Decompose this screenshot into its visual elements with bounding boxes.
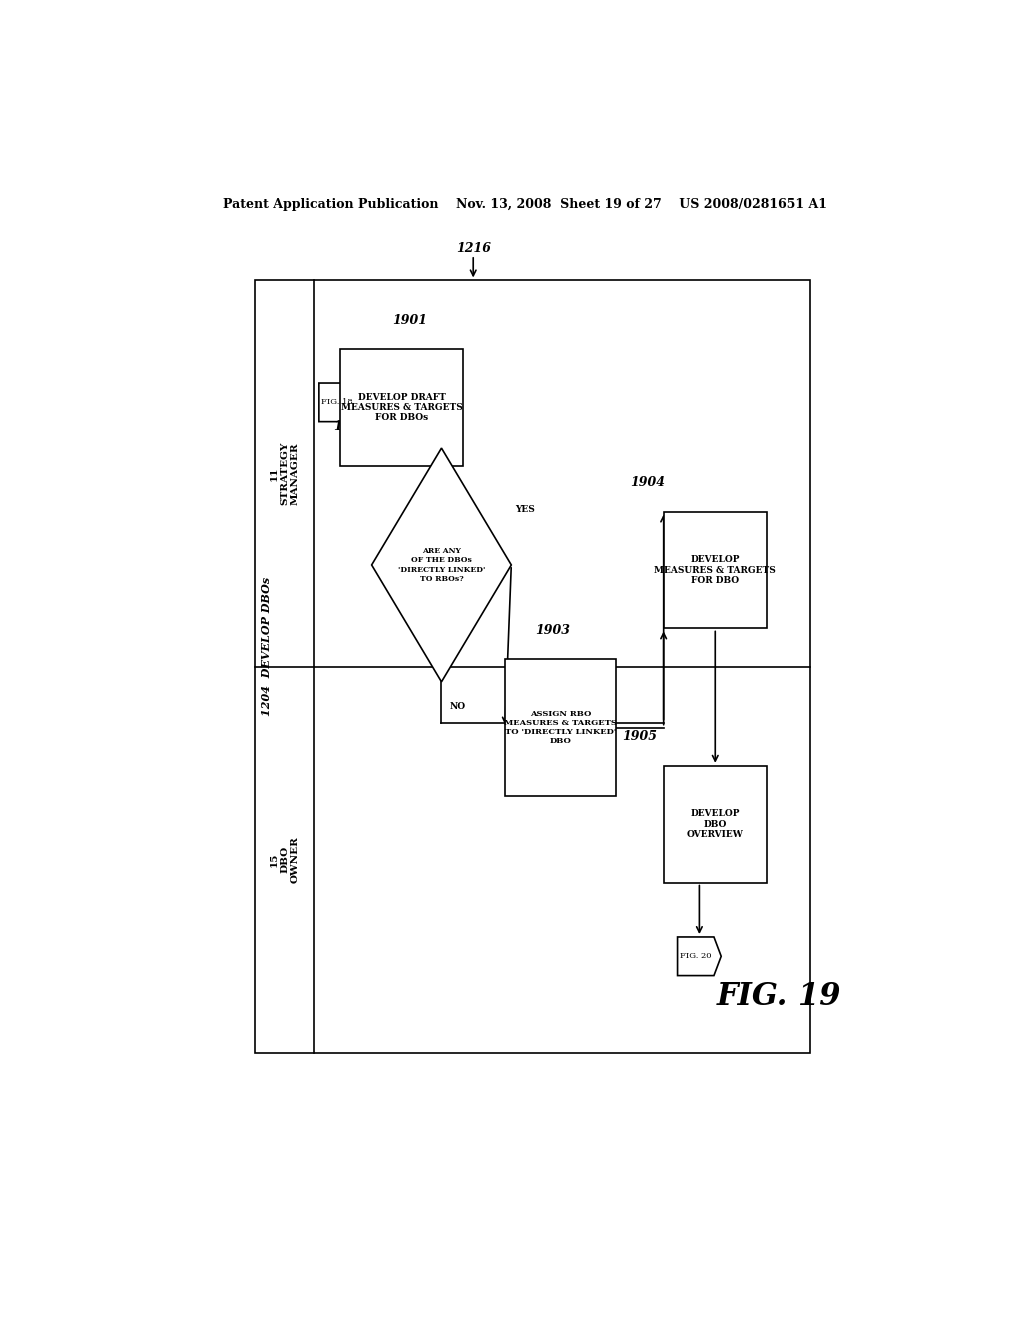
Text: 1204  DEVELOP DBOs: 1204 DEVELOP DBOs xyxy=(261,577,272,715)
Bar xyxy=(505,659,616,796)
Bar xyxy=(255,280,811,1053)
Text: FIG. 20: FIG. 20 xyxy=(680,952,712,960)
Text: ASSIGN RBO
MEASURES & TARGETS
TO 'DIRECTLY LINKED'
DBO: ASSIGN RBO MEASURES & TARGETS TO 'DIRECT… xyxy=(504,710,616,746)
Bar xyxy=(340,348,463,466)
Text: DEVELOP DRAFT
MEASURES & TARGETS
FOR DBOs: DEVELOP DRAFT MEASURES & TARGETS FOR DBO… xyxy=(341,392,463,422)
Text: FIG. 18: FIG. 18 xyxy=(321,399,352,407)
Text: YES: YES xyxy=(515,504,535,513)
Text: FIG. 19: FIG. 19 xyxy=(717,982,841,1012)
Text: DEVELOP
DBO
OVERVIEW: DEVELOP DBO OVERVIEW xyxy=(687,809,743,840)
Polygon shape xyxy=(678,937,721,975)
Polygon shape xyxy=(318,383,362,421)
Bar xyxy=(664,512,767,628)
Text: 1901: 1901 xyxy=(392,314,427,326)
Text: Patent Application Publication    Nov. 13, 2008  Sheet 19 of 27    US 2008/02816: Patent Application Publication Nov. 13, … xyxy=(223,198,826,211)
Text: 11
STRATEGY
MANAGER: 11 STRATEGY MANAGER xyxy=(270,442,300,506)
Text: 1904: 1904 xyxy=(631,477,666,490)
Text: DEVELOP
MEASURES & TARGETS
FOR DBO: DEVELOP MEASURES & TARGETS FOR DBO xyxy=(654,556,776,585)
Text: 1905: 1905 xyxy=(623,730,657,743)
Polygon shape xyxy=(372,447,511,682)
Text: ARE ANY
OF THE DBOs
'DIRECTLY LINKED'
TO RBOs?: ARE ANY OF THE DBOs 'DIRECTLY LINKED' TO… xyxy=(397,548,485,582)
Text: 15
DBO
OWNER: 15 DBO OWNER xyxy=(270,837,300,883)
Text: 1902: 1902 xyxy=(333,420,368,433)
Text: 1216: 1216 xyxy=(456,242,490,255)
Text: NO: NO xyxy=(450,702,466,711)
Text: 1903: 1903 xyxy=(536,623,570,636)
Bar xyxy=(664,766,767,883)
